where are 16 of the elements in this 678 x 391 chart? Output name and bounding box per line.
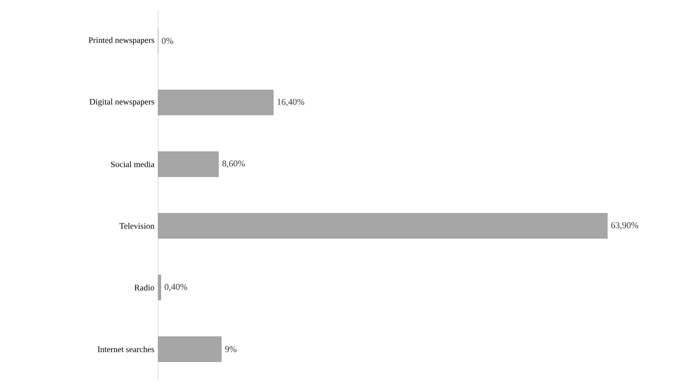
data-label: 0,40%: [164, 284, 188, 292]
data-label: 0%: [162, 38, 174, 44]
y-tick-label: Printed newspapers: [88, 37, 154, 45]
y-tick-label: Digital newspapers: [90, 98, 154, 106]
data-label: 16,40%: [278, 98, 304, 106]
data-label: 9%: [225, 346, 236, 352]
bar: [158, 90, 274, 116]
data-label: 63,90%: [611, 222, 638, 230]
y-tick-label: Radio: [134, 284, 154, 290]
bar: [158, 213, 608, 239]
y-tick-label: Television: [119, 222, 154, 229]
bar: [158, 336, 222, 362]
y-tick-label: Social media: [111, 161, 154, 168]
data-label: 8,60%: [222, 160, 245, 168]
y-tick-label: Internet searches: [98, 346, 154, 352]
bar: [158, 151, 219, 177]
